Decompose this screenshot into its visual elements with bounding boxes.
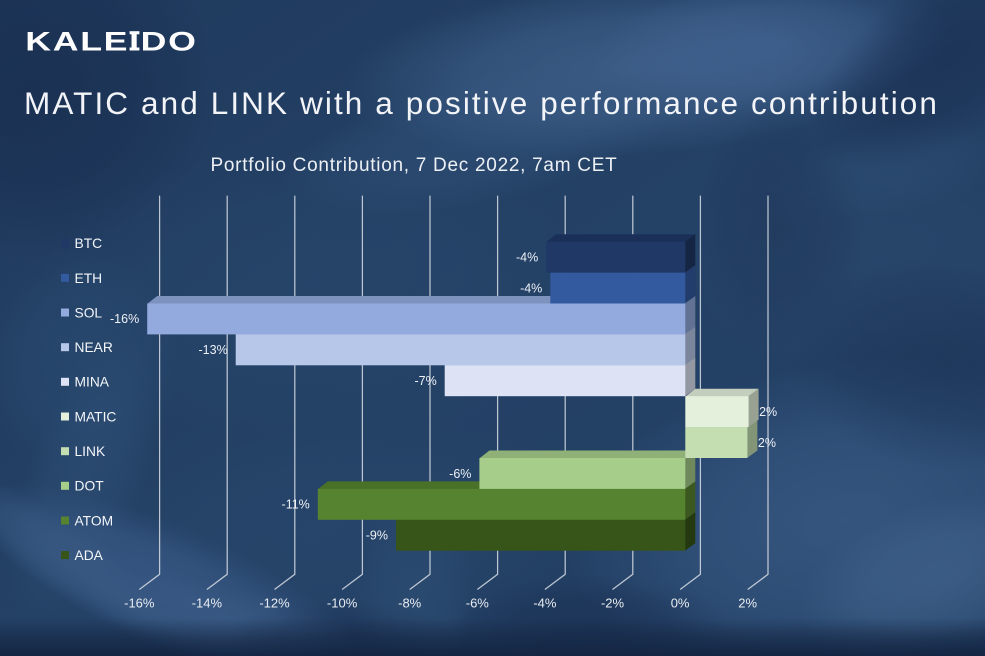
svg-text:-6%: -6% bbox=[466, 596, 490, 611]
svg-text:-8%: -8% bbox=[398, 596, 422, 611]
svg-text:-4%: -4% bbox=[533, 596, 557, 611]
svg-text:SOL: SOL bbox=[75, 305, 103, 320]
svg-text:MINA: MINA bbox=[75, 375, 110, 390]
svg-text:-11%: -11% bbox=[282, 498, 310, 512]
svg-text:-10%: -10% bbox=[327, 596, 358, 611]
svg-text:-2%: -2% bbox=[601, 596, 625, 611]
svg-text:-7%: -7% bbox=[414, 374, 436, 388]
svg-text:2%: 2% bbox=[758, 436, 776, 450]
svg-text:2%: 2% bbox=[759, 405, 777, 419]
svg-text:BTC: BTC bbox=[75, 236, 103, 251]
svg-text:-16%: -16% bbox=[124, 596, 155, 611]
svg-text:-14%: -14% bbox=[192, 596, 223, 611]
svg-text:-16%: -16% bbox=[110, 312, 139, 326]
svg-text:Portfolio Contribution, 7 Dec: Portfolio Contribution, 7 Dec 2022, 7am … bbox=[211, 155, 618, 176]
svg-text:MATIC: MATIC bbox=[75, 409, 117, 424]
svg-text:-4%: -4% bbox=[520, 281, 542, 295]
svg-text:-12%: -12% bbox=[259, 596, 290, 611]
svg-text:-6%: -6% bbox=[449, 467, 471, 481]
svg-text:0%: 0% bbox=[671, 596, 690, 611]
svg-text:LINK: LINK bbox=[75, 444, 106, 459]
svg-text:KALEIDO: KALEIDO bbox=[25, 27, 197, 56]
svg-text:MATIC and LINK with a positive: MATIC and LINK with a positive performan… bbox=[24, 85, 939, 121]
svg-text:ATOM: ATOM bbox=[75, 513, 114, 528]
svg-text:-9%: -9% bbox=[366, 529, 388, 543]
svg-text:-13%: -13% bbox=[199, 343, 228, 357]
svg-text:NEAR: NEAR bbox=[75, 340, 113, 355]
svg-text:DOT: DOT bbox=[75, 479, 105, 494]
svg-text:2%: 2% bbox=[738, 596, 757, 611]
svg-text:-4%: -4% bbox=[516, 250, 538, 264]
svg-text:ADA: ADA bbox=[75, 548, 104, 563]
svg-text:ETH: ETH bbox=[75, 271, 103, 286]
